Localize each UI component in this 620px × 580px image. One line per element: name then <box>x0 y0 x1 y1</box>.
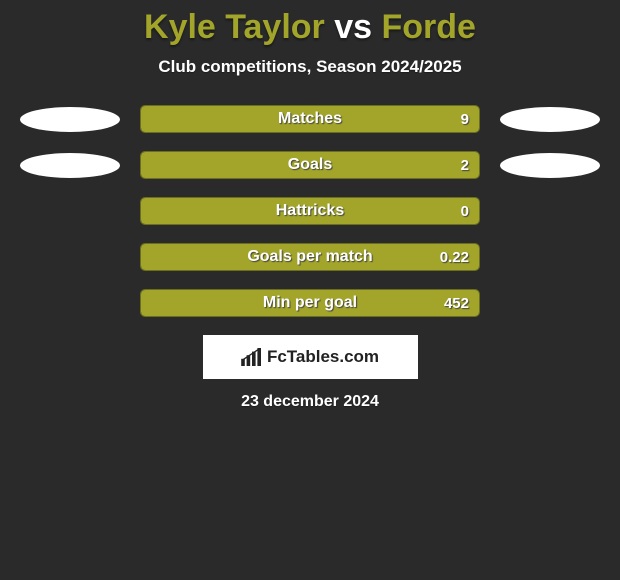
stat-value: 0 <box>461 198 469 224</box>
page-title: Kyle Taylor vs Forde <box>0 8 620 47</box>
stat-row: Goals per match0.22 <box>0 243 620 271</box>
player1-name: Kyle Taylor <box>144 8 325 46</box>
subtitle: Club competitions, Season 2024/2025 <box>0 57 620 77</box>
vs-text: vs <box>334 8 381 46</box>
stats-list: Matches9Goals2Hattricks0Goals per match0… <box>0 105 620 317</box>
left-ellipse <box>20 153 120 178</box>
stat-row: Matches9 <box>0 105 620 133</box>
brand-text: FcTables.com <box>267 347 379 367</box>
brand-badge: FcTables.com <box>203 335 418 379</box>
stat-row: Min per goal452 <box>0 289 620 317</box>
stat-value: 2 <box>461 152 469 178</box>
stat-bar: Matches9 <box>140 105 480 133</box>
stat-value: 452 <box>444 290 469 316</box>
stat-label: Hattricks <box>141 198 479 224</box>
date-text: 23 december 2024 <box>0 393 620 411</box>
stat-bar: Goals2 <box>140 151 480 179</box>
right-ellipse <box>500 107 600 132</box>
comparison-infographic: Kyle Taylor vs Forde Club competitions, … <box>0 0 620 411</box>
stat-bar: Hattricks0 <box>140 197 480 225</box>
chart-icon <box>241 348 263 366</box>
stat-label: Min per goal <box>141 290 479 316</box>
stat-bar: Goals per match0.22 <box>140 243 480 271</box>
stat-label: Goals <box>141 152 479 178</box>
stat-bar: Min per goal452 <box>140 289 480 317</box>
right-ellipse <box>500 153 600 178</box>
stat-value: 0.22 <box>440 244 469 270</box>
stat-value: 9 <box>461 106 469 132</box>
stat-label: Matches <box>141 106 479 132</box>
stat-label: Goals per match <box>141 244 479 270</box>
player2-name: Forde <box>382 8 476 46</box>
left-ellipse <box>20 107 120 132</box>
stat-row: Goals2 <box>0 151 620 179</box>
stat-row: Hattricks0 <box>0 197 620 225</box>
